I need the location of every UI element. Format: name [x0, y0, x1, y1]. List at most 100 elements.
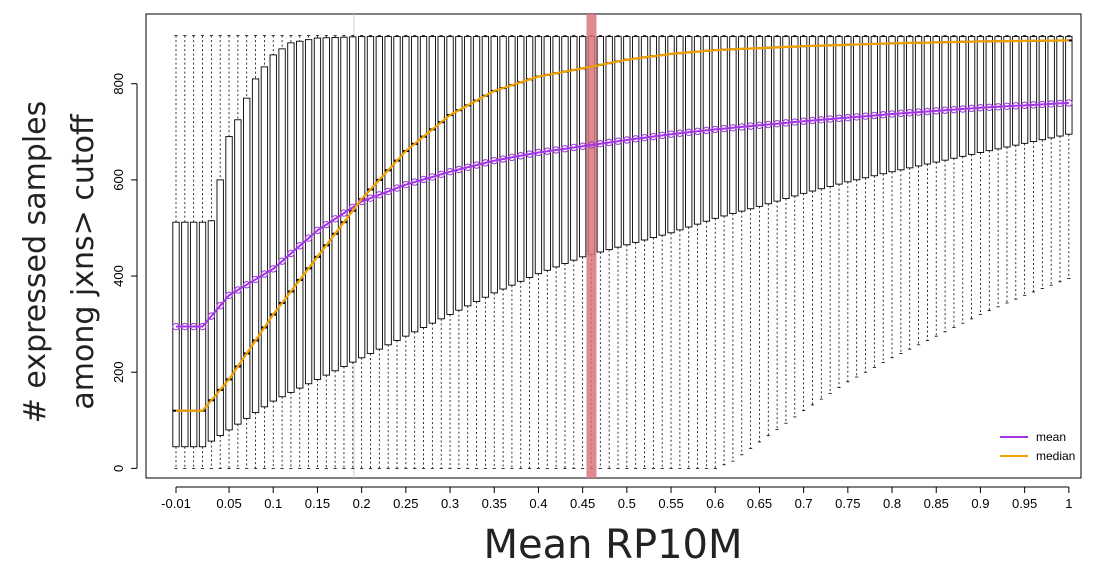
whiskers	[174, 35, 1071, 469]
x-tick-label: 0.2	[353, 496, 371, 511]
box	[287, 42, 295, 393]
mean-point	[702, 126, 711, 135]
x-tick-label: 0.55	[658, 496, 683, 511]
mean-point	[234, 286, 242, 294]
y-tick-label: 600	[111, 169, 126, 191]
x-tick-label: 0.65	[747, 496, 772, 511]
box	[897, 36, 905, 171]
box	[190, 221, 198, 448]
plot-frame	[145, 13, 1082, 479]
mean-point	[658, 131, 666, 140]
box	[198, 221, 207, 448]
mean-point	[410, 178, 419, 186]
box	[225, 136, 233, 431]
box	[764, 36, 772, 205]
legend-median-label: median	[1036, 449, 1075, 463]
box	[260, 66, 269, 408]
box	[870, 36, 879, 177]
mean-point	[826, 115, 834, 123]
mean-point	[1056, 99, 1064, 108]
mean-point	[375, 191, 384, 199]
box	[1047, 36, 1055, 139]
mean-point	[985, 103, 993, 111]
mean-point	[428, 173, 437, 181]
mean-point	[967, 104, 976, 113]
box	[932, 36, 940, 163]
mean-point	[384, 187, 392, 196]
mean-point	[304, 234, 313, 242]
mean-point	[976, 104, 985, 112]
mean-point	[198, 322, 207, 331]
mean-point	[623, 136, 631, 144]
mean-point	[525, 150, 534, 158]
box	[499, 36, 507, 290]
series-lines	[172, 39, 1073, 412]
mean-point	[870, 111, 879, 120]
x-tick-label: 0.6	[706, 496, 724, 511]
box	[340, 36, 348, 367]
mean-point	[322, 220, 330, 229]
mean-point	[817, 116, 826, 124]
mean-point	[711, 125, 719, 134]
mean-point	[181, 322, 189, 331]
mean-point	[225, 291, 233, 299]
mean-point	[517, 152, 525, 160]
x-tick-label: 0.1	[264, 496, 282, 511]
mean-point	[685, 128, 693, 136]
mean-point	[791, 118, 799, 126]
mean-point	[393, 184, 401, 192]
box	[172, 221, 180, 448]
median-line	[176, 39, 1069, 412]
box	[720, 36, 728, 217]
mean-point	[879, 111, 887, 119]
box	[304, 39, 313, 385]
box	[906, 36, 914, 169]
mean-point	[543, 147, 551, 155]
box	[243, 97, 251, 419]
x-tick-label: 1	[1065, 496, 1072, 511]
mean-point	[861, 112, 870, 120]
x-tick-label: 0.35	[482, 496, 507, 511]
mean-point	[808, 116, 817, 125]
box	[251, 78, 260, 414]
box	[464, 36, 472, 307]
box	[967, 36, 976, 155]
legend-mean-label: mean	[1036, 430, 1066, 444]
mean-point	[437, 170, 445, 179]
box	[296, 40, 304, 389]
mean-point	[835, 114, 843, 123]
box	[1056, 36, 1064, 137]
mean-point	[207, 312, 216, 320]
mean-point	[906, 109, 914, 117]
box	[1038, 36, 1046, 141]
box	[1029, 36, 1038, 142]
box	[349, 36, 357, 363]
legend: mean median	[1000, 430, 1075, 463]
mean-point	[914, 108, 923, 116]
x-tick-label: 0.5	[618, 496, 636, 511]
box	[923, 36, 932, 165]
mean-point	[693, 127, 702, 136]
box	[472, 36, 481, 302]
mean-point	[631, 135, 640, 143]
boxes	[172, 36, 1073, 448]
x-tick-label: 0.8	[883, 496, 901, 511]
box	[534, 36, 543, 275]
mean-point	[464, 163, 472, 171]
box	[455, 36, 463, 311]
mean-point	[561, 145, 569, 153]
y-axis: 0 200 400 600 800	[111, 73, 138, 472]
box	[782, 36, 790, 199]
x-tick-label: 0.05	[216, 496, 241, 511]
x-tick-label: 0.4	[529, 496, 547, 511]
mean-point	[490, 156, 498, 165]
mean-point	[667, 130, 675, 138]
box	[729, 36, 737, 214]
mean-point	[729, 124, 737, 132]
y-tick-label: 200	[111, 361, 126, 383]
box	[419, 36, 428, 328]
mean-point	[932, 107, 940, 115]
box	[853, 36, 861, 181]
box	[711, 36, 719, 219]
box	[234, 119, 242, 425]
